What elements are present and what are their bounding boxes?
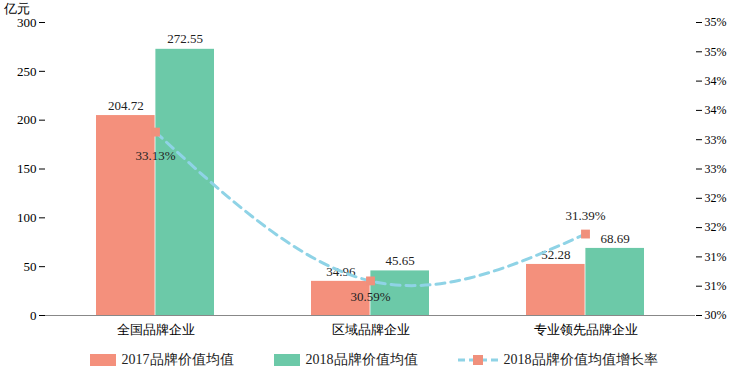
svg-text:32%: 32% bbox=[705, 191, 727, 205]
svg-text:50: 50 bbox=[24, 259, 37, 274]
svg-text:250: 250 bbox=[17, 63, 37, 78]
svg-text:31%: 31% bbox=[705, 250, 727, 264]
svg-text:100: 100 bbox=[17, 210, 37, 225]
svg-text:33%: 33% bbox=[705, 133, 727, 147]
svg-text:34%: 34% bbox=[705, 74, 727, 88]
svg-text:33.13%: 33.13% bbox=[135, 148, 175, 163]
svg-text:30%: 30% bbox=[705, 308, 727, 322]
svg-text:33%: 33% bbox=[705, 162, 727, 176]
svg-text:区域品牌企业: 区域品牌企业 bbox=[332, 322, 410, 337]
svg-text:亿元: 亿元 bbox=[3, 1, 30, 16]
svg-text:32%: 32% bbox=[705, 220, 727, 234]
svg-text:204.72: 204.72 bbox=[108, 98, 144, 113]
svg-text:200: 200 bbox=[17, 112, 37, 127]
svg-text:34%: 34% bbox=[705, 103, 727, 117]
svg-text:272.55: 272.55 bbox=[167, 31, 203, 46]
html-text:2017品牌价值均值: 2017品牌价值均值 bbox=[121, 352, 234, 367]
svg-text:34.96: 34.96 bbox=[326, 263, 356, 279]
svg-text:31.39%: 31.39% bbox=[565, 208, 605, 223]
svg-text:300: 300 bbox=[17, 15, 37, 30]
html-text:2018品牌价值均值增长率: 2018品牌价值均值增长率 bbox=[503, 352, 658, 367]
svg-text:全国品牌企业: 全国品牌企业 bbox=[117, 322, 195, 337]
svg-text:30.59%: 30.59% bbox=[350, 289, 390, 304]
svg-text:专业领先品牌企业: 专业领先品牌企业 bbox=[534, 322, 638, 337]
svg-text:35%: 35% bbox=[705, 45, 727, 59]
html-text:2018品牌价值均值: 2018品牌价值均值 bbox=[305, 352, 418, 367]
svg-text:68.69: 68.69 bbox=[601, 231, 630, 246]
svg-text:35%: 35% bbox=[705, 15, 727, 29]
svg-text:0: 0 bbox=[30, 308, 37, 323]
svg-text:45.65: 45.65 bbox=[386, 253, 415, 268]
svg-text:52.28: 52.28 bbox=[541, 247, 570, 262]
svg-text:150: 150 bbox=[17, 161, 37, 176]
svg-text:31%: 31% bbox=[705, 279, 727, 293]
